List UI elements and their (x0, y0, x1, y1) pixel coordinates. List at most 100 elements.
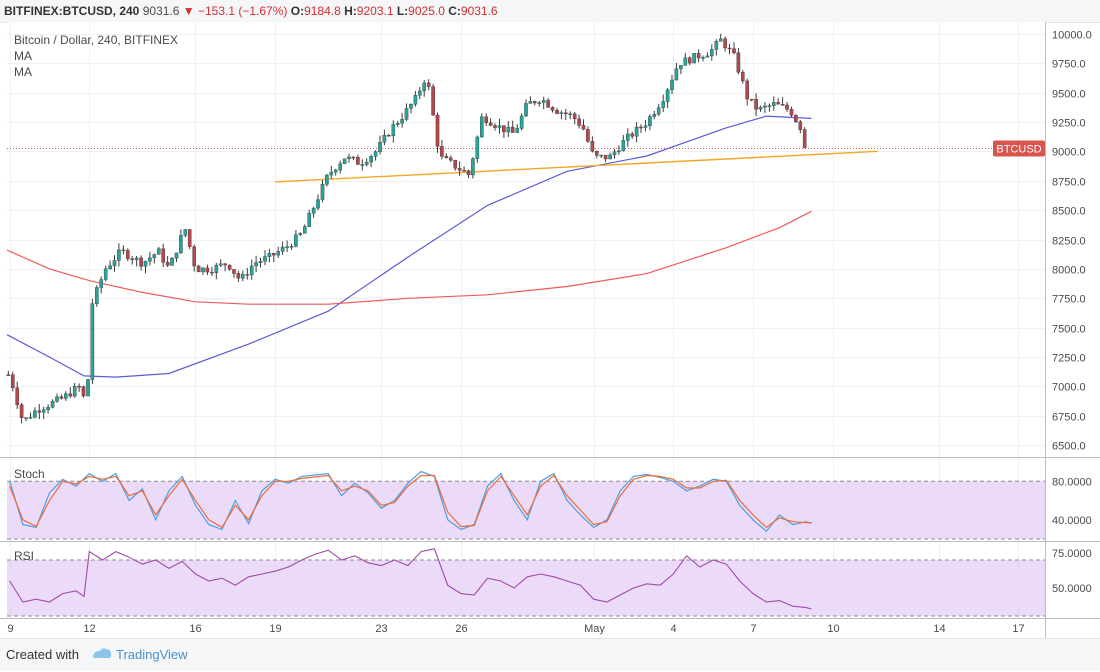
price-tick-label: 9250.0 (1052, 118, 1086, 130)
candle-body (652, 113, 657, 117)
candle-body (502, 125, 506, 133)
time-tick-label: 4 (670, 623, 676, 635)
candle-body (174, 252, 179, 259)
candle-body (130, 258, 135, 261)
candle-body (232, 269, 236, 274)
candle-body (272, 253, 276, 256)
candle-body (134, 257, 139, 260)
rsi-line (9, 548, 812, 610)
candle-body (586, 129, 590, 142)
symbol-label[interactable]: BITFINEX:BTCUSD, 240 (4, 4, 140, 18)
tradingview-link[interactable]: TradingView (116, 647, 188, 662)
created-with-label: Created with (6, 647, 79, 662)
candle-body (263, 256, 267, 262)
candle-body (798, 121, 803, 131)
candle-body (457, 168, 462, 171)
candle-body (639, 126, 643, 129)
candle-body (634, 126, 639, 137)
price-tick-label: 9500.0 (1052, 89, 1086, 101)
candle-body (418, 90, 422, 96)
candle-body (369, 155, 373, 163)
candle-body (506, 126, 511, 133)
candle-body (210, 271, 214, 274)
price-tick-label: 10000.0 (1052, 30, 1092, 42)
candle-body (329, 171, 334, 176)
candle-body (497, 125, 502, 128)
candle-body (99, 279, 103, 288)
ma-slow-line (6, 210, 812, 305)
open-value: 9184.8 (304, 4, 341, 18)
candle-body (426, 82, 431, 87)
price-tick-label: 6750.0 (1052, 412, 1086, 424)
price-tag-label: BTCUSD (996, 144, 1041, 156)
candle-body (303, 226, 307, 234)
candle-body (125, 250, 130, 259)
header-bar: BITFINEX:BTCUSD, 240 9031.6 ▼ −153.1 (−1… (0, 0, 1100, 23)
candle-body (46, 407, 50, 410)
candle-body (245, 274, 250, 276)
candle-body (422, 82, 427, 92)
candle-body (311, 207, 316, 214)
candle-body (510, 126, 515, 133)
candle-body (621, 140, 626, 152)
price-tick-label: 7750.0 (1052, 294, 1086, 306)
candle-body (533, 101, 537, 104)
candle-body (674, 68, 679, 81)
candle-body (59, 396, 64, 399)
candle-body (94, 287, 99, 304)
time-tick-label: 26 (455, 623, 467, 635)
stoch-title[interactable]: Stoch (14, 467, 45, 481)
candle-body (409, 103, 413, 109)
rsi-title[interactable]: RSI (14, 549, 34, 563)
candle-body (298, 233, 303, 235)
candle-body (541, 100, 546, 103)
candle-body (63, 393, 68, 399)
candle-body (710, 49, 714, 57)
time-tick-label: May (584, 623, 605, 635)
ma-legend-2[interactable]: MA (14, 65, 32, 79)
candle-body (413, 94, 418, 105)
candle-body (152, 254, 157, 259)
candle-body (780, 103, 785, 106)
candle-body (108, 265, 112, 269)
candle-body (143, 260, 148, 267)
candle-body (555, 109, 559, 114)
candle-body (581, 125, 586, 130)
candle-body (776, 102, 780, 105)
candle-body (382, 134, 387, 143)
price-panel[interactable] (7, 22, 1045, 457)
time-tick-label: 7 (750, 623, 756, 635)
candle-body (758, 106, 763, 110)
candle-body (444, 156, 449, 159)
candle-body (378, 142, 382, 153)
candle-body (745, 80, 749, 100)
candle-body (608, 154, 612, 160)
candle-body (471, 158, 475, 176)
candle-body (254, 262, 258, 267)
candle-body (117, 249, 121, 261)
rsi-band-fill (7, 560, 1045, 616)
candle-body (139, 257, 143, 267)
candle-body (723, 38, 727, 49)
change-arrow-icon: ▼ (182, 4, 195, 18)
rsi-tick-label: 75.0000 (1052, 548, 1092, 560)
candle-body (289, 246, 294, 248)
tradingview-logo-icon[interactable] (91, 640, 113, 672)
candle-body (692, 53, 696, 64)
price-chart[interactable]: 9 12 16 19 23 26 May 4 7 10 14 17 6500.0 6750.0 7000.0… (0, 22, 1100, 638)
time-tick-label: 19 (269, 623, 281, 635)
candle-body (320, 183, 325, 200)
ma-legend-1[interactable]: MA (14, 49, 32, 63)
candle-body (453, 159, 458, 169)
candle-body (33, 410, 37, 418)
candle-body (546, 100, 550, 108)
high-label: H: (344, 4, 357, 18)
candle-body (794, 115, 798, 123)
trendline (275, 150, 878, 183)
candle-body (68, 393, 73, 397)
candle-body (789, 109, 794, 116)
candle-body (170, 257, 174, 266)
candle-body (165, 261, 170, 266)
candle-body (19, 404, 24, 418)
candle-body (643, 125, 648, 128)
